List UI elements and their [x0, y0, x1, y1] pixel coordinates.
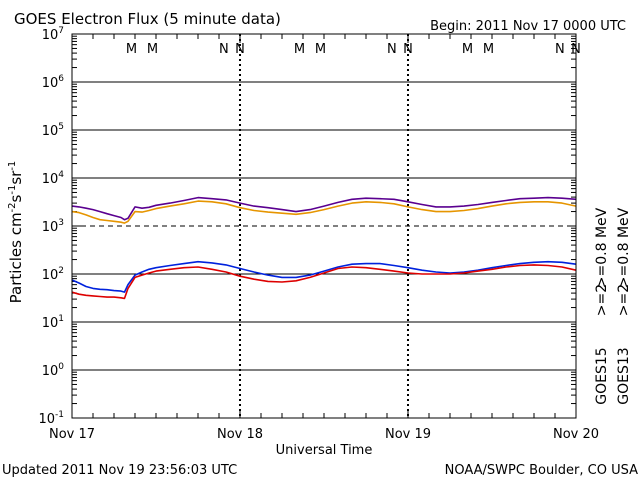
x-tick-label: Nov 19	[385, 427, 431, 442]
updated-timestamp: Updated 2011 Nov 19 23:56:03 UTC	[2, 463, 237, 478]
y-axis-label-main: Particles cm	[7, 212, 25, 303]
series-line-3	[71, 264, 577, 300]
x-tick-label: Nov 18	[217, 427, 263, 442]
noon-midnight-marker: M	[147, 42, 158, 57]
legend-label: GOES13	[616, 347, 632, 404]
legend-label: GOES15	[594, 347, 610, 404]
noon-midnight-marker: N	[387, 42, 397, 57]
x-axis-label: Universal Time	[276, 443, 373, 458]
y-tick-label: 107	[42, 26, 64, 43]
data-source: NOAA/SWPC Boulder, CO USA	[445, 463, 638, 478]
y-tick-label: 102	[42, 266, 64, 283]
series-line-2	[71, 260, 577, 293]
x-tick-label: Nov 17	[49, 427, 95, 442]
y-axis-label-sup1: -2	[7, 202, 18, 212]
legend-label: >=2	[594, 284, 610, 316]
noon-midnight-marker: M	[126, 42, 137, 57]
y-tick-label: 104	[42, 170, 65, 187]
noon-midnight-marker: N	[571, 42, 581, 57]
noon-midnight-marker: N	[235, 42, 245, 57]
y-tick-label: 106	[42, 74, 65, 91]
y-axis-label-mid2: sr	[7, 170, 25, 185]
x-tick-label: Nov 20	[553, 427, 599, 442]
plot-frame	[71, 33, 577, 419]
begin-label: Begin: 2011 Nov 17 0000 UTC	[430, 19, 626, 34]
noon-midnight-marker: N	[219, 42, 229, 57]
y-axis-label-sup2: -1	[7, 185, 18, 195]
noon-midnight-marker: M	[483, 42, 494, 57]
legend-label: >=0.8 MeV	[616, 207, 632, 288]
y-axis-label-mid1: s	[7, 194, 25, 202]
y-axis-label-sup3: -1	[7, 161, 18, 171]
series-line-0	[71, 196, 577, 221]
y-tick-label: 10-1	[38, 410, 64, 427]
noon-midnight-marker: M	[462, 42, 473, 57]
y-tick-label: 105	[42, 122, 64, 139]
chart-title: GOES Electron Flux (5 minute data)	[14, 10, 281, 28]
series-line-1	[71, 200, 577, 224]
noon-midnight-marker: N	[555, 42, 565, 57]
svg-text:Particles cm-2s-1sr-1: Particles cm-2s-1sr-1	[7, 161, 25, 304]
noon-midnight-marker: M	[294, 42, 305, 57]
y-tick-label: 103	[42, 218, 64, 235]
legend-label: >=2	[616, 284, 632, 316]
y-axis-label: Particles cm-2s-1sr-1	[7, 161, 25, 304]
legend-label: >=0.8 MeV	[594, 207, 610, 288]
noon-midnight-marker: M	[315, 42, 326, 57]
y-tick-label: 101	[42, 314, 64, 331]
y-tick-label: 100	[42, 362, 65, 379]
noon-midnight-marker: N	[403, 42, 413, 57]
